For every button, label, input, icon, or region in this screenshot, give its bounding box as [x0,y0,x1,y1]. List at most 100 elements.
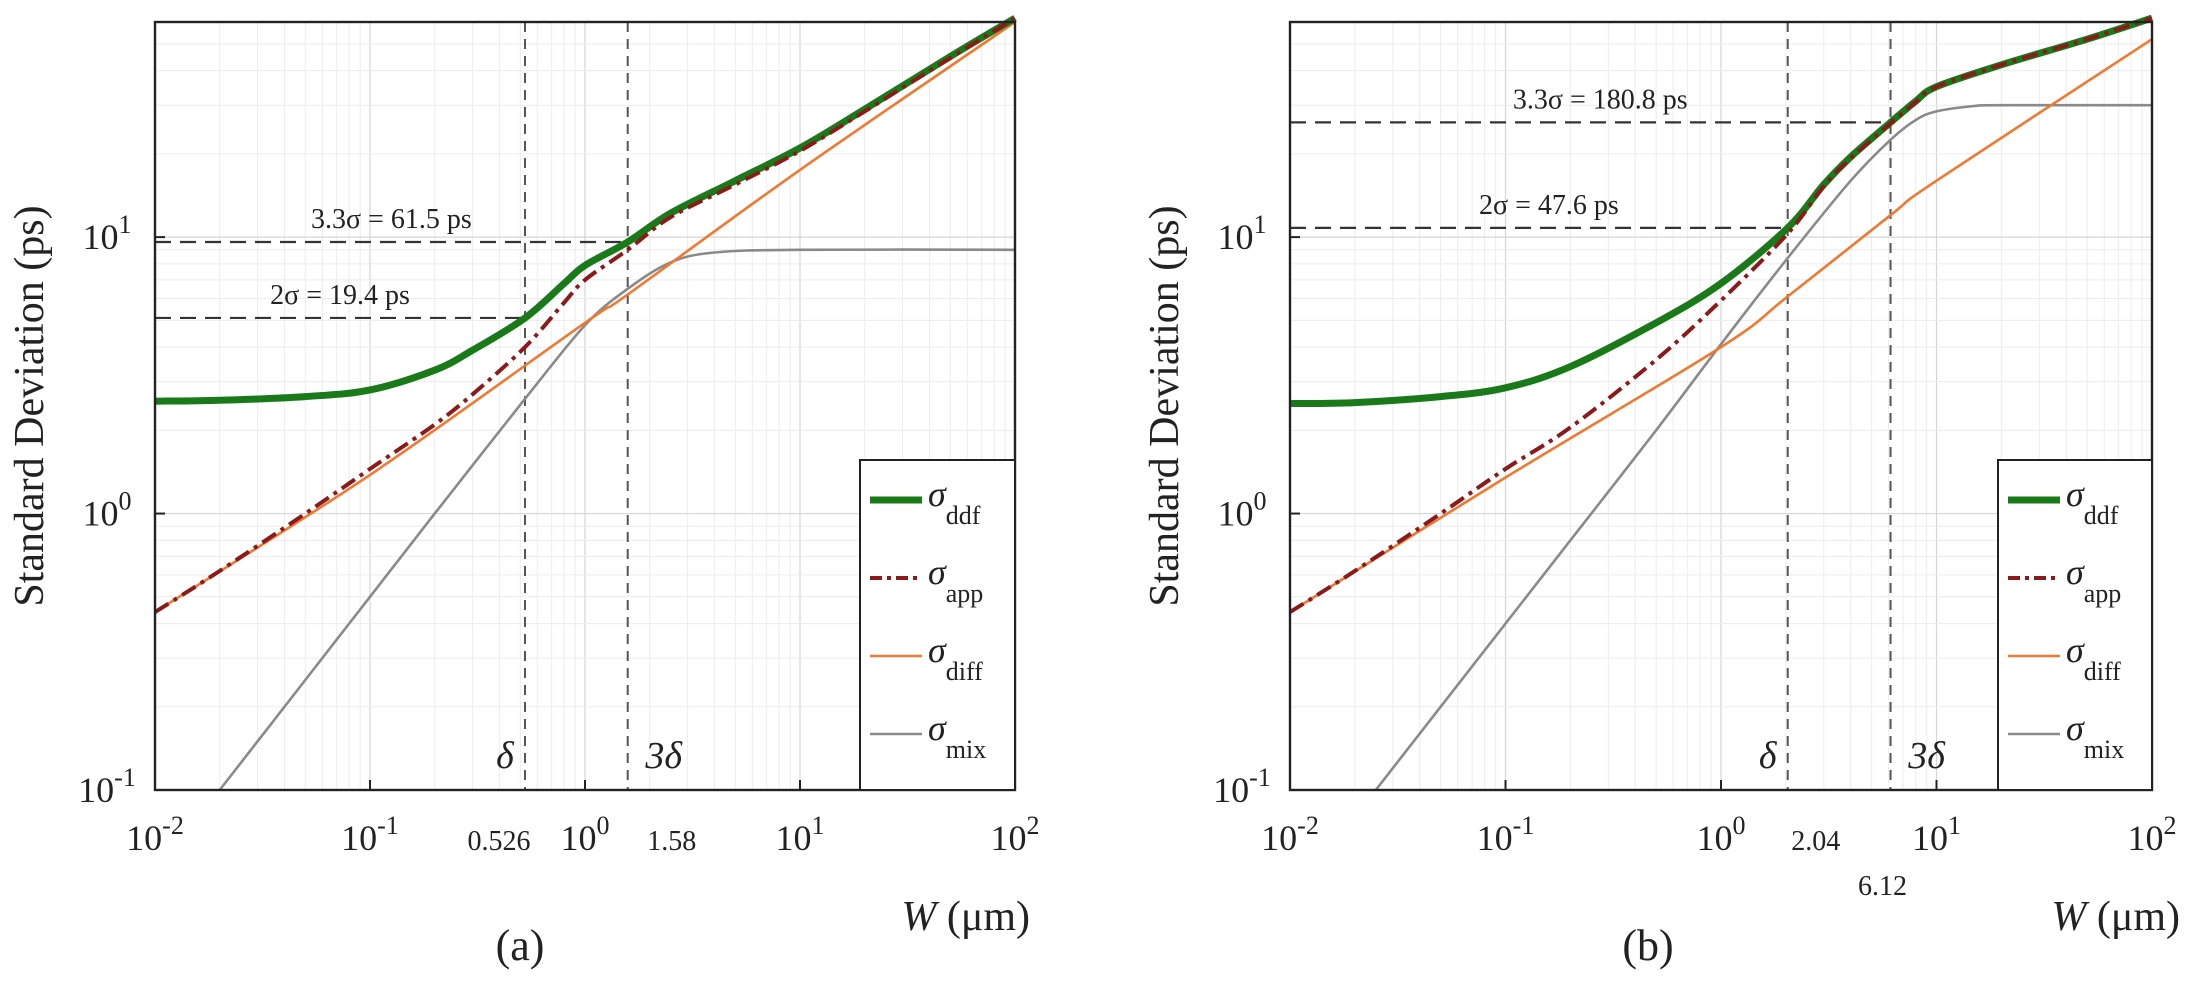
y-tick-exp: 0 [119,487,132,516]
x-tick-base: 10 [1477,818,1513,858]
x-tick-label: 10-2 [1261,811,1319,858]
legend-subscript: app [2084,579,2122,608]
x-tick-exp: 2 [2164,811,2177,840]
y-tick-exp: -1 [1249,763,1271,792]
y-tick-label: 101 [1218,210,1267,257]
legend-symbol: σ [2066,474,2085,514]
y-tick-base: 10 [1218,217,1254,257]
hline-label-0: 3.3σ = 61.5 ps [311,204,472,235]
y-tick-base: 10 [83,217,119,257]
x-axis-var: W [901,894,940,940]
x-tick-base: 10 [341,818,377,858]
x-tick-base: 10 [1697,818,1733,858]
x-tick-exp: -1 [377,811,399,840]
series-sigma-app [1288,16,2153,614]
legend-label-app: σapp [928,552,983,608]
y-tick-base: 10 [78,770,114,810]
x-tick-label: 102 [991,811,1040,858]
x-tick-label: 10-1 [341,811,399,858]
legend-symbol: σ [2066,630,2085,670]
hline-label-1: 2σ = 47.6 ps [1479,190,1619,221]
x-tick-label: 101 [776,811,825,858]
legend-subscript: diff [946,657,983,686]
x-tick-base: 10 [1912,818,1948,858]
vline-symbol: δ [496,735,515,777]
x-tick-label: 100 [561,811,610,858]
legend-label-mix: σmix [928,708,986,764]
vline-value-label: 6.12 [1858,871,1907,902]
x-axis-unit: (μm) [936,894,1030,940]
y-tick-base: 10 [83,494,119,534]
legend-symbol: σ [2066,552,2085,592]
hline-label-0: 3.3σ = 180.8 ps [1513,84,1688,115]
vline-symbol: 3δ [1907,735,1946,777]
x-tick-label: 102 [2128,811,2177,858]
x-tick-label: 10-1 [1477,811,1535,858]
x-tick-exp: 1 [1948,811,1961,840]
y-tick-label: 100 [1218,487,1267,534]
x-tick-exp: 2 [1027,811,1040,840]
x-tick-base: 10 [991,818,1027,858]
legend-symbol: σ [928,552,947,592]
legend-subscript: ddf [2084,501,2119,530]
y-tick-exp: 0 [1254,487,1267,516]
y-tick-base: 10 [1218,494,1254,534]
legend-subscript: ddf [946,501,981,530]
legend-label-diff: σdiff [2066,630,2121,686]
x-axis-unit: (μm) [2086,894,2180,940]
legend-label-ddf: σddf [928,474,981,530]
legend-symbol: σ [928,474,947,514]
legend-symbol: σ [2066,708,2085,748]
vline-value-label: 2.04 [1791,826,1840,857]
x-tick-base: 10 [126,818,162,858]
y-axis-title: Standard Deviation (ps) [1142,205,1188,606]
x-axis-title: W (μm) [901,894,1030,940]
y-tick-label: 10-1 [78,763,136,810]
legend-symbol: σ [928,630,947,670]
x-tick-exp: -2 [1297,811,1319,840]
x-tick-label: 100 [1697,811,1746,858]
x-tick-base: 10 [1261,818,1297,858]
legend-label-app: σapp [2066,552,2121,608]
x-tick-base: 10 [776,818,812,858]
series-sigma-diff [1289,38,2153,614]
vline-symbol: δ [1759,735,1778,777]
vline-symbol: 3δ [644,735,683,777]
x-tick-base: 10 [2128,818,2164,858]
vline-value-label: 1.58 [647,826,696,857]
x-tick-exp: 1 [812,811,825,840]
x-tick-label: 101 [1912,811,1961,858]
y-axis-title: Standard Deviation (ps) [7,205,53,606]
hline-label-1: 2σ = 19.4 ps [270,280,410,311]
series-sigma-diff [154,20,1016,614]
legend-label-diff: σdiff [928,630,983,686]
x-tick-exp: 0 [1733,811,1746,840]
y-tick-base: 10 [1213,770,1249,810]
panel-label: (a) [496,921,545,970]
x-tick-base: 10 [561,818,597,858]
y-tick-label: 100 [83,487,132,534]
y-tick-exp: -1 [114,763,136,792]
series-sigma-app [153,16,1017,614]
panel-label: (b) [1622,921,1673,970]
legend-subscript: diff [2084,657,2121,686]
y-tick-exp: 1 [1254,210,1267,239]
x-tick-exp: -1 [1513,811,1535,840]
legend-subscript: app [946,579,984,608]
series-sigma-mix [1374,103,2153,791]
legend-symbol: σ [928,708,947,748]
legend-label-ddf: σddf [2066,474,2119,530]
x-axis-title: W (μm) [2051,894,2180,940]
legend-subscript: mix [946,735,986,764]
y-tick-label: 10-1 [1213,763,1271,810]
series-sigma-mix [218,248,1016,791]
y-tick-exp: 1 [119,210,132,239]
x-tick-label: 10-2 [126,811,184,858]
x-tick-exp: -2 [162,811,184,840]
legend-subscript: mix [2084,735,2124,764]
